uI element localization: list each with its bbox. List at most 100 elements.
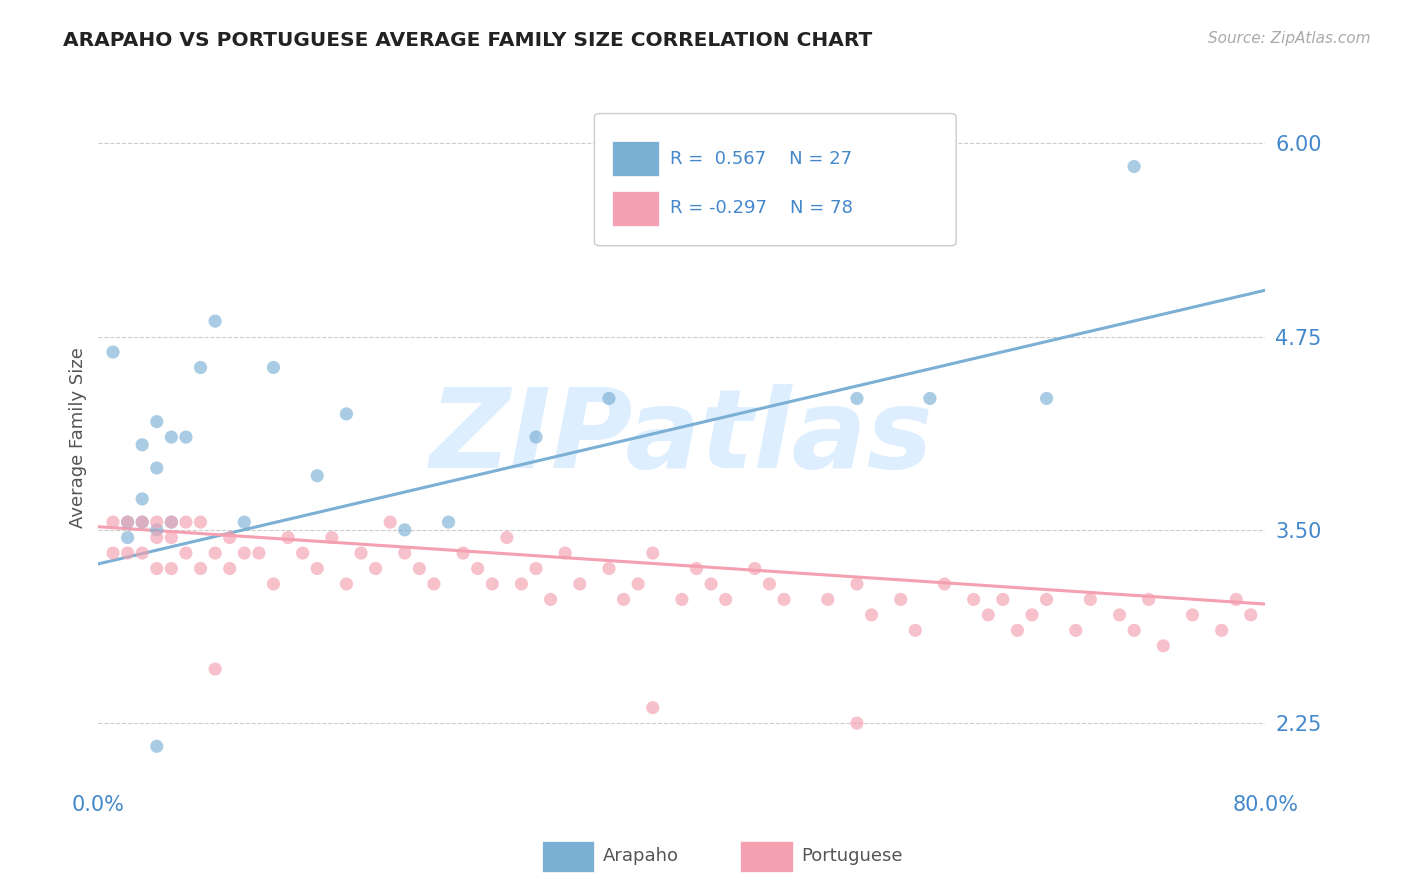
Point xyxy=(1108,607,1130,622)
Point xyxy=(174,546,197,560)
Point xyxy=(204,662,226,676)
Point xyxy=(1137,592,1160,607)
Point xyxy=(496,531,519,545)
Text: R = -0.297    N = 78: R = -0.297 N = 78 xyxy=(671,199,853,218)
Point xyxy=(962,592,984,607)
Point xyxy=(117,515,139,529)
Point xyxy=(218,561,240,575)
Point xyxy=(598,392,620,406)
Point xyxy=(364,561,387,575)
Point xyxy=(524,430,547,444)
Point xyxy=(1035,592,1057,607)
Point xyxy=(160,561,183,575)
Point xyxy=(160,515,183,529)
Point xyxy=(1225,592,1247,607)
Text: R =  0.567    N = 27: R = 0.567 N = 27 xyxy=(671,150,852,168)
Point xyxy=(467,561,489,575)
Point xyxy=(233,546,256,560)
Point xyxy=(685,561,707,575)
Point xyxy=(744,561,766,575)
Point xyxy=(1035,392,1057,406)
Point xyxy=(146,561,169,575)
Point xyxy=(101,546,124,560)
Point xyxy=(1064,624,1087,638)
Point xyxy=(131,515,153,529)
Point xyxy=(233,515,256,529)
Point xyxy=(335,407,357,421)
Point xyxy=(218,531,240,545)
Text: Source: ZipAtlas.com: Source: ZipAtlas.com xyxy=(1208,31,1371,46)
Bar xyxy=(541,840,595,872)
Point xyxy=(700,577,723,591)
Point xyxy=(991,592,1014,607)
Point xyxy=(131,491,153,506)
Point xyxy=(160,531,183,545)
Point xyxy=(394,523,416,537)
Point xyxy=(335,577,357,591)
Point xyxy=(1181,607,1204,622)
Point xyxy=(918,392,941,406)
Text: ARAPAHO VS PORTUGUESE AVERAGE FAMILY SIZE CORRELATION CHART: ARAPAHO VS PORTUGUESE AVERAGE FAMILY SIZ… xyxy=(63,31,873,50)
Point xyxy=(350,546,373,560)
Point xyxy=(598,561,620,575)
Point xyxy=(291,546,314,560)
Point xyxy=(904,624,927,638)
Point xyxy=(846,392,869,406)
Point xyxy=(160,430,183,444)
Point xyxy=(540,592,562,607)
Point xyxy=(277,531,299,545)
Point xyxy=(1152,639,1174,653)
Text: ZIPatlas: ZIPatlas xyxy=(430,384,934,491)
Point xyxy=(524,561,547,575)
Point xyxy=(977,607,1000,622)
Point xyxy=(554,546,576,560)
Point xyxy=(117,546,139,560)
Point xyxy=(846,577,869,591)
Point xyxy=(262,360,284,375)
Point xyxy=(714,592,737,607)
Point xyxy=(1123,160,1146,174)
Bar xyxy=(612,191,658,226)
Point xyxy=(190,360,212,375)
Point xyxy=(758,577,780,591)
Point xyxy=(817,592,839,607)
Text: Portuguese: Portuguese xyxy=(801,847,903,865)
Point xyxy=(423,577,446,591)
Point xyxy=(117,531,139,545)
Point xyxy=(1080,592,1102,607)
Point xyxy=(510,577,533,591)
Point xyxy=(627,577,650,591)
Point xyxy=(641,700,664,714)
Point xyxy=(307,468,329,483)
Point xyxy=(131,515,153,529)
Point xyxy=(146,461,169,475)
Point xyxy=(146,523,169,537)
Point xyxy=(174,515,197,529)
Point xyxy=(437,515,460,529)
Point xyxy=(846,716,869,731)
FancyBboxPatch shape xyxy=(595,113,956,245)
Point xyxy=(131,438,153,452)
Bar xyxy=(612,142,658,177)
Point xyxy=(101,515,124,529)
Text: Arapaho: Arapaho xyxy=(603,847,679,865)
Point xyxy=(890,592,912,607)
Point xyxy=(1007,624,1029,638)
Point xyxy=(408,561,430,575)
Point xyxy=(380,515,402,529)
Point xyxy=(146,739,169,754)
Point xyxy=(262,577,284,591)
Point xyxy=(204,314,226,328)
Point xyxy=(307,561,329,575)
Point xyxy=(481,577,503,591)
Point xyxy=(934,577,956,591)
Point xyxy=(1211,624,1233,638)
Point xyxy=(1021,607,1043,622)
Point xyxy=(451,546,474,560)
Point xyxy=(146,531,169,545)
Point xyxy=(671,592,693,607)
Point xyxy=(321,531,343,545)
Point xyxy=(1123,624,1146,638)
Point xyxy=(190,561,212,575)
Point xyxy=(204,546,226,560)
